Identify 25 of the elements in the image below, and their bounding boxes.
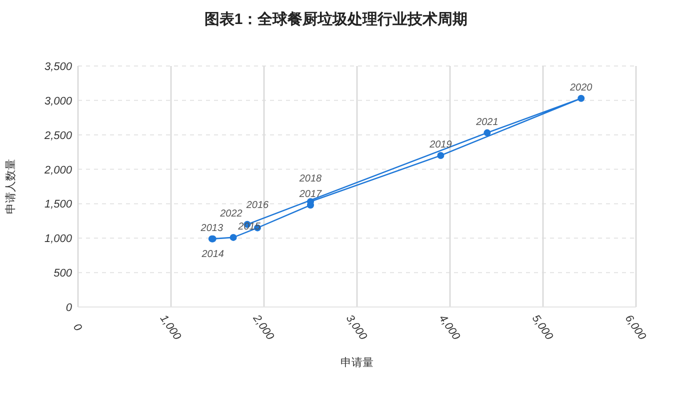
y-tick-label: 3,000 <box>44 95 73 108</box>
y-tick-label: 2,000 <box>43 164 73 176</box>
annotation: 2021 <box>475 116 498 128</box>
chart-title: 图表1：全球餐厨垃圾处理行业技术周期 <box>204 11 468 28</box>
x-axis-title: 申请量 <box>340 356 374 369</box>
point <box>484 129 491 136</box>
x-tick-label: 0 <box>70 322 84 334</box>
annotation: 2019 <box>428 140 452 151</box>
y-tick-label: 0 <box>66 302 73 314</box>
annotation: 2017 <box>298 189 322 200</box>
point <box>437 152 444 160</box>
annotation: 2014 <box>200 248 224 260</box>
annotation: 2013 <box>200 222 224 234</box>
y-tick-label: 1,000 <box>44 233 73 246</box>
y-axis-title: 申请人数量 <box>4 159 17 214</box>
annotation: 2020 <box>569 82 593 94</box>
annotation: 2016 <box>245 200 270 211</box>
annotation: 2022 <box>219 208 243 220</box>
y-tick-label: 2,500 <box>43 130 73 142</box>
point <box>578 94 585 102</box>
y-tick-label: 500 <box>54 268 73 280</box>
point <box>230 234 237 241</box>
y-tick-label: 3,500 <box>44 61 73 73</box>
y-tick-label: 1,500 <box>44 198 73 211</box>
annotation: 2018 <box>298 174 322 185</box>
